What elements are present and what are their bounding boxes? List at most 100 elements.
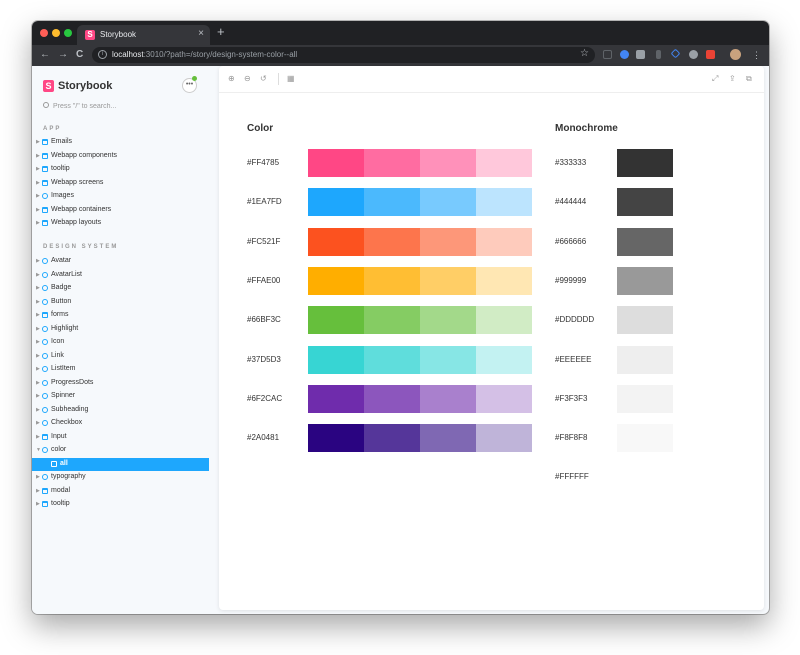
sidebar-item-avatar[interactable]: ▶ Avatar bbox=[32, 255, 219, 269]
grid-icon[interactable]: ▦ bbox=[287, 74, 295, 83]
chevron-right-icon: ▶ bbox=[36, 139, 40, 145]
chevron-right-icon: ▶ bbox=[36, 312, 40, 318]
folder-icon bbox=[42, 501, 48, 507]
sidebar-item-listitem[interactable]: ▶ ListItem bbox=[32, 363, 219, 377]
sidebar-item-checkbox[interactable]: ▶ Checkbox bbox=[32, 417, 219, 431]
sidebar-item-progressdots[interactable]: ▶ ProgressDots bbox=[32, 377, 219, 391]
sidebar-item-emails[interactable]: ▶ Emails bbox=[32, 136, 219, 150]
copy-link-icon[interactable]: ⧉ bbox=[746, 74, 752, 83]
sidebar-item-modal[interactable]: ▶ modal bbox=[32, 485, 219, 499]
mono-swatch-label: #999999 bbox=[555, 275, 587, 285]
sidebar-item-tooltip[interactable]: ▶ tooltip bbox=[32, 163, 219, 177]
sidebar-item-link[interactable]: ▶ Link bbox=[32, 350, 219, 364]
color-swatch-label: #FC521F bbox=[247, 236, 281, 246]
extension-icon[interactable] bbox=[636, 50, 645, 59]
site-info-icon[interactable]: i bbox=[98, 50, 107, 59]
monochrome-heading: Monochrome bbox=[555, 123, 618, 134]
chevron-right-icon: ▶ bbox=[36, 325, 40, 332]
sidebar-item-label: Spinner bbox=[51, 392, 76, 399]
component-icon bbox=[42, 366, 48, 372]
chevron-right-icon: ▶ bbox=[36, 220, 40, 226]
address-bar[interactable]: i localhost:3010/?path=/story/design-sys… bbox=[92, 47, 595, 63]
sidebar-item-typography[interactable]: ▶ typography bbox=[32, 471, 219, 485]
color-swatch bbox=[420, 384, 476, 413]
color-swatch-label: #37D5D3 bbox=[247, 354, 281, 364]
zoom-in-icon[interactable]: ⊕ bbox=[228, 74, 235, 83]
color-swatch bbox=[364, 188, 420, 217]
sidebar-item-subheading[interactable]: ▶ Subheading bbox=[32, 404, 219, 418]
folder-icon bbox=[42, 433, 48, 440]
sidebar-item-highlight[interactable]: ▶ Highlight bbox=[32, 323, 219, 337]
mono-swatch bbox=[617, 463, 673, 492]
sidebar-item-webapp-screens[interactable]: ▶ Webapp screens bbox=[32, 177, 219, 191]
component-icon bbox=[42, 447, 48, 453]
search-input[interactable] bbox=[53, 100, 203, 112]
chevron-right-icon: ▶ bbox=[36, 379, 40, 386]
close-window-button[interactable] bbox=[40, 29, 48, 37]
reload-icon[interactable]: C bbox=[76, 49, 84, 60]
sidebar-menu-button[interactable]: ••• bbox=[182, 78, 197, 93]
sidebar: S Storybook ••• APP ▶ Emails ▶ Webapp compo… bbox=[32, 66, 219, 614]
sidebar-item-webapp-layouts[interactable]: ▶ Webapp layouts bbox=[32, 217, 219, 231]
sidebar-item-color[interactable]: ▼ color bbox=[32, 444, 219, 458]
chevron-right-icon: ▶ bbox=[36, 152, 40, 159]
color-swatch bbox=[476, 384, 532, 413]
sidebar-item-icon[interactable]: ▶ Icon bbox=[32, 336, 219, 350]
sidebar-item-label: Subheading bbox=[51, 405, 89, 413]
sidebar-item-tooltip[interactable]: ▶ tooltip bbox=[32, 498, 219, 512]
sidebar-item-button[interactable]: ▶ Button bbox=[32, 296, 219, 310]
zoom-out-icon[interactable]: ⊖ bbox=[244, 74, 251, 83]
component-icon bbox=[42, 352, 48, 359]
maximize-window-button[interactable] bbox=[64, 29, 72, 37]
sidebar-item-label: Webapp containers bbox=[51, 205, 112, 213]
sidebar-item-label: modal bbox=[51, 486, 71, 494]
color-swatch bbox=[420, 188, 476, 217]
sidebar-item-webapp-components[interactable]: ▶ Webapp components bbox=[32, 150, 219, 164]
minimize-window-button[interactable] bbox=[52, 29, 60, 37]
extension-icon[interactable] bbox=[670, 48, 681, 59]
browser-toolbar: ← → C i localhost:3010/?path=/story/desi… bbox=[32, 45, 769, 66]
browser-titlebar: S Storybook × + bbox=[32, 21, 769, 45]
extension-icon[interactable] bbox=[603, 50, 612, 59]
microphone-icon[interactable] bbox=[656, 50, 661, 59]
extension-icon[interactable] bbox=[689, 50, 698, 59]
sidebar-item-input[interactable]: ▶ Input bbox=[32, 431, 219, 445]
sidebar-item-label: ListItem bbox=[51, 365, 76, 372]
browser-tab[interactable]: S Storybook × bbox=[77, 25, 210, 45]
sidebar-item-all[interactable]: all bbox=[32, 457, 209, 471]
share-icon[interactable]: ⇪ bbox=[729, 74, 736, 83]
back-arrow-icon[interactable]: ← bbox=[40, 49, 50, 60]
browser-menu-icon[interactable]: ⋮ bbox=[752, 50, 761, 60]
chevron-right-icon: ▶ bbox=[36, 420, 40, 426]
extension-icon[interactable] bbox=[706, 50, 715, 59]
sidebar-item-badge[interactable]: ▶ Badge bbox=[32, 282, 219, 296]
component-icon bbox=[42, 339, 48, 345]
chevron-right-icon: ▶ bbox=[36, 366, 40, 372]
component-icon bbox=[42, 298, 48, 305]
color-swatch bbox=[476, 227, 532, 256]
sidebar-item-webapp-containers[interactable]: ▶ Webapp containers bbox=[32, 204, 219, 218]
zoom-reset-icon[interactable]: ↺ bbox=[260, 74, 267, 83]
extension-badge-icon[interactable] bbox=[620, 50, 629, 59]
sidebar-item-images[interactable]: ▶ Images bbox=[32, 190, 219, 204]
tab-close-icon[interactable]: × bbox=[198, 28, 204, 39]
sidebar-item-spinner[interactable]: ▶ Spinner bbox=[32, 390, 219, 404]
forward-arrow-icon[interactable]: → bbox=[58, 49, 68, 60]
new-tab-button[interactable]: + bbox=[217, 24, 225, 39]
component-icon bbox=[42, 285, 48, 291]
component-icon bbox=[42, 393, 48, 399]
url-text[interactable]: localhost:3010/?path=/story/design-syste… bbox=[112, 50, 297, 59]
sidebar-item-forms[interactable]: ▶ forms bbox=[32, 309, 219, 323]
sidebar-item-avatarlist[interactable]: ▶ AvatarList bbox=[32, 269, 219, 283]
chevron-right-icon: ▶ bbox=[36, 393, 40, 399]
component-icon bbox=[42, 271, 48, 278]
design-system-tree: ▶ Avatar ▶ AvatarList ▶ Badge ▶ Button ▶ forms ▶ Hi… bbox=[32, 255, 219, 512]
folder-icon bbox=[42, 166, 48, 172]
chevron-right-icon: ▶ bbox=[36, 474, 40, 480]
bookmark-star-icon[interactable]: ☆ bbox=[580, 48, 589, 59]
fullscreen-icon[interactable]: ⤢ bbox=[712, 74, 719, 83]
sidebar-item-label: Highlight bbox=[51, 324, 79, 332]
story-canvas: ⊕ ⊖ ↺ ▦ ⤢ ⇪ ⧉ Color #FF4785 #1EA7FD #FC521… bbox=[219, 66, 764, 610]
profile-avatar[interactable] bbox=[730, 49, 741, 60]
mono-swatch bbox=[617, 306, 673, 335]
